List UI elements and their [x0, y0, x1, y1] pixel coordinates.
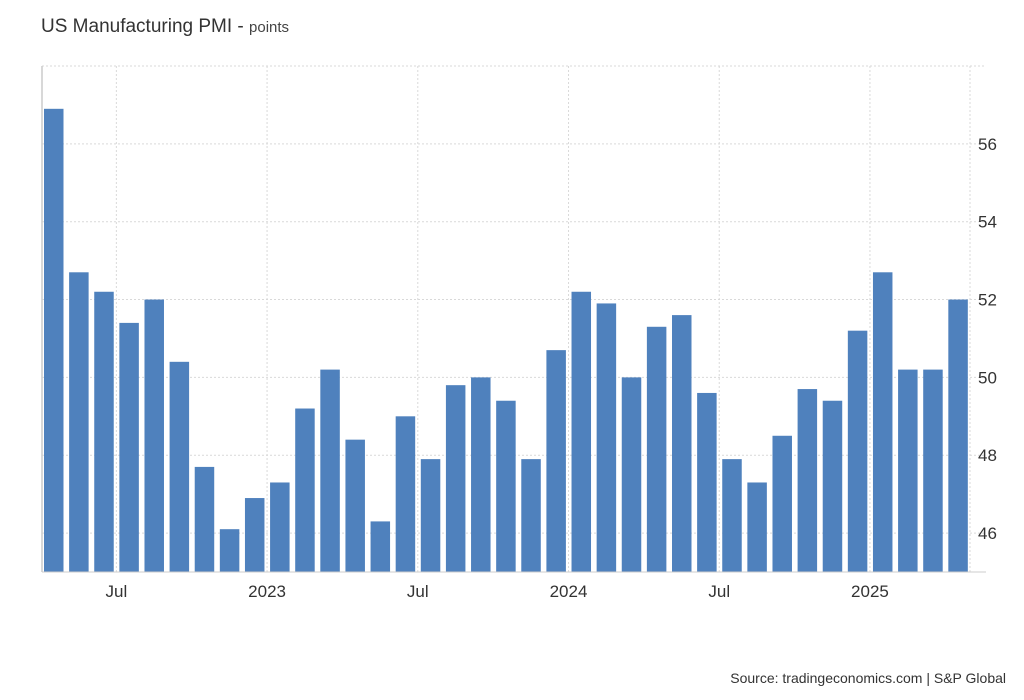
bar [420, 459, 441, 572]
bar [144, 299, 164, 572]
bar [571, 291, 592, 572]
bar [948, 299, 968, 572]
y-tick-label: 48 [978, 446, 997, 465]
x-tick-label: Jul [105, 582, 127, 601]
source-note: Source: tradingeconomics.com | S&P Globa… [730, 670, 1006, 686]
bar [747, 482, 767, 572]
bar [797, 389, 818, 572]
bar [370, 521, 391, 572]
bar [847, 330, 868, 572]
bar [822, 400, 843, 572]
bar [395, 416, 416, 572]
bar [646, 326, 667, 572]
bar [596, 303, 617, 572]
bar [270, 482, 290, 572]
bar [546, 350, 566, 572]
y-tick-label: 50 [978, 368, 997, 387]
bar [194, 466, 215, 572]
x-tick-label: 2024 [550, 582, 588, 601]
y-tick-label: 54 [978, 213, 997, 232]
bar [521, 459, 541, 572]
bar [621, 377, 642, 572]
y-tick-label: 52 [978, 291, 997, 310]
bar [219, 529, 240, 572]
bar [872, 272, 893, 572]
bar [94, 291, 114, 572]
unit-label: points [249, 19, 290, 36]
bar [772, 435, 792, 572]
bar [44, 108, 64, 573]
x-tick-label: 2023 [248, 582, 286, 601]
bar [119, 322, 139, 572]
y-tick-label: 46 [978, 524, 997, 543]
bar [169, 361, 190, 572]
chart-title: US Manufacturing PMI - points [41, 16, 290, 37]
y-tick-label: 56 [978, 135, 997, 154]
bar [445, 385, 466, 572]
bar [697, 392, 717, 572]
bar [295, 408, 315, 572]
x-tick-label: 2025 [851, 582, 889, 601]
bar [722, 459, 742, 572]
bar [672, 315, 692, 572]
bar [320, 369, 340, 572]
bar [345, 439, 365, 572]
bar [471, 377, 491, 572]
bar [69, 272, 89, 572]
bar [244, 498, 265, 572]
bar [898, 369, 918, 572]
bar [496, 400, 516, 572]
x-tick-label: Jul [708, 582, 730, 601]
title-text: US Manufacturing PMI [41, 16, 233, 37]
bar [923, 369, 943, 572]
x-tick-label: Jul [407, 582, 429, 601]
